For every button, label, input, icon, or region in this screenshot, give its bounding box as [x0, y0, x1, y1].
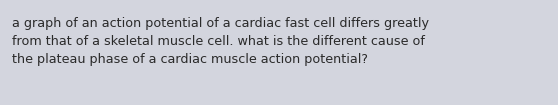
Text: a graph of an action potential of a cardiac fast cell differs greatly
from that : a graph of an action potential of a card…: [12, 17, 429, 66]
